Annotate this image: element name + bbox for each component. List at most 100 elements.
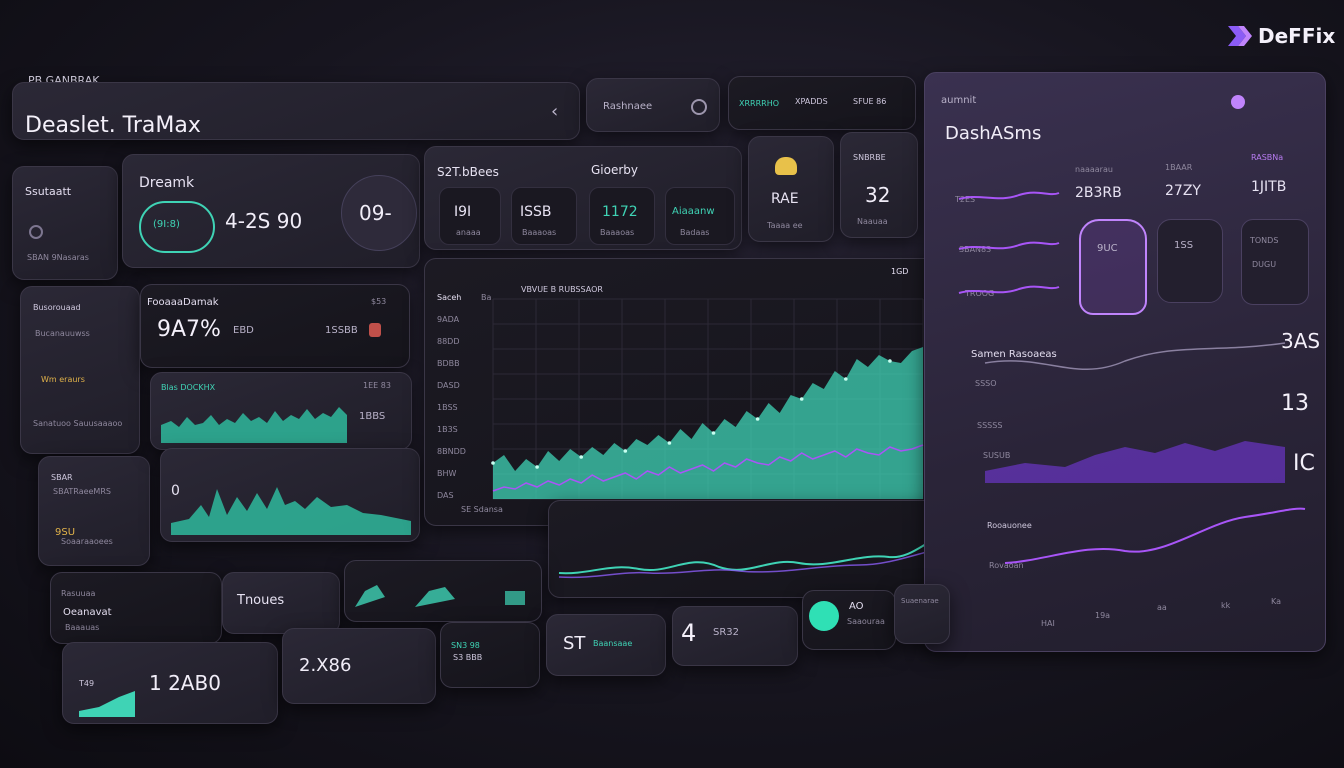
right-title: DashASms xyxy=(945,123,1042,144)
series-1-point xyxy=(667,441,672,445)
mini-tile-4[interactable]: Aiaaanw Badaas xyxy=(665,187,735,245)
right-col-1: 2B3RB xyxy=(1075,185,1122,201)
bottom-card-1-sub: Baaauas xyxy=(65,623,100,632)
search-icon[interactable] xyxy=(691,99,707,115)
tiles-group2-title: Gioerby xyxy=(591,163,639,177)
bottom-card-3[interactable]: 2.X86 xyxy=(282,628,436,704)
right-col-3: 1JITB xyxy=(1251,179,1287,195)
mini-tile-4-value: Aiaaanw xyxy=(672,206,715,217)
right-small-card[interactable]: TONDS DUGU xyxy=(1241,219,1309,305)
dreamik-gauge xyxy=(139,201,215,253)
side-list-2: SBAR SBATRaeeMRS 9SU Soaaraaoees xyxy=(38,456,150,566)
brand-logo: DeFFix xyxy=(1226,22,1336,52)
right-area-chart xyxy=(984,342,1286,483)
bottom-card-2-bars xyxy=(79,691,135,717)
header-bar: Deaslet. TraMax ‹ xyxy=(12,82,580,140)
side-item-6[interactable]: SBATRaeeMRS xyxy=(53,487,111,496)
y-label: BHW xyxy=(437,469,457,478)
bottom-card-5[interactable]: ST Baansaae xyxy=(546,614,666,676)
side-item-5[interactable]: SBAR xyxy=(51,473,73,482)
bottle-widget-1[interactable]: 9UC xyxy=(1079,219,1147,315)
bottle-value-2: 1SS xyxy=(1174,240,1194,251)
search-box[interactable]: Rashnaee xyxy=(586,78,720,132)
right-row-1: T2ES xyxy=(955,195,976,204)
forecast-badge: $53 xyxy=(371,297,387,306)
top-menu: XRRRRHO XPADDS SFUE 86 xyxy=(728,76,916,130)
y-label: 1BSS xyxy=(437,403,458,412)
bottom-card-1[interactable]: Rasuuaa Oeanavat Baaauas xyxy=(50,572,222,644)
brand-name: DeFFix xyxy=(1258,24,1336,48)
bottom-card-4-label: SN3 98 xyxy=(451,641,480,650)
bottom-card-8[interactable]: Suaenarae xyxy=(894,584,950,644)
right-chart-row-1: SSSO xyxy=(975,379,997,388)
spark-card-1[interactable]: Blas DOCKHX 1EE 83 1BBS xyxy=(150,372,412,450)
badge-tile[interactable]: SNBRBE 32 Naauaa xyxy=(840,132,918,238)
stats-card[interactable]: Ssutaatt SBAN 9Nasaras xyxy=(12,166,118,280)
menu-item-3[interactable]: SFUE 86 xyxy=(853,97,887,106)
mini-tile-1[interactable]: I9I anaaa xyxy=(439,187,501,245)
side-item-4[interactable]: Sanatuoo Sauusaaaoo xyxy=(33,419,123,428)
bottom-card-6-label: SR32 xyxy=(713,627,740,638)
y-label: 88DD xyxy=(437,337,460,346)
mini-tile-2[interactable]: ISSB Baaaoas xyxy=(511,187,577,245)
dreamik-title: Dreamk xyxy=(139,175,195,191)
series-1-point xyxy=(888,359,892,363)
side-item-7[interactable]: 9SU xyxy=(55,527,76,538)
icon-tile-sub: Taaaa ee xyxy=(767,221,803,230)
bottom-card-2[interactable]: T49 1 2AB0 xyxy=(62,642,278,724)
forecast-title: FooaaaDamak xyxy=(147,297,219,308)
avatar-icon[interactable] xyxy=(1231,95,1245,109)
right-x-label: Ka xyxy=(1271,597,1282,606)
bottom-card-7-value: AO xyxy=(849,601,864,612)
bottom-card-1-value: Oeanavat xyxy=(63,607,112,618)
bottom-card-7[interactable]: AO Saaouraa xyxy=(802,590,896,650)
trades-card[interactable]: Tnoues xyxy=(222,572,340,634)
spark1-title: Blas DOCKHX xyxy=(161,383,216,392)
dreamik-card[interactable]: Dreamk (9I:8) 4-2S 90 09- xyxy=(122,154,420,268)
bottom-card-4[interactable]: SN3 98 S3 BBB xyxy=(440,622,540,688)
right-big-value-3: IC xyxy=(1293,451,1315,476)
forecast-badge-dot xyxy=(369,323,381,337)
series-1-point xyxy=(755,417,760,421)
bottom-card-6[interactable]: 4 SR32 xyxy=(672,606,798,666)
bottle-widget-2[interactable]: 1SS xyxy=(1157,219,1223,303)
right-x-label: HAI xyxy=(1041,619,1055,628)
bottom-card-8-label: Suaenarae xyxy=(901,597,939,605)
series-1-point xyxy=(579,455,584,459)
menu-item-1[interactable]: XRRRRHO xyxy=(739,99,780,108)
badge-tile-value: 32 xyxy=(865,183,891,207)
dreamik-badge xyxy=(341,175,417,251)
side-item-8[interactable]: Soaaraaoees xyxy=(61,537,113,546)
right-mini-chart xyxy=(958,191,1060,294)
right-chart-title: Samen Rasoaeas xyxy=(971,349,1057,360)
mini-tile-2-sub: Baaaoas xyxy=(522,228,557,237)
mini-area-tiles xyxy=(344,560,542,622)
badge-tile-sub: Naauaa xyxy=(857,217,888,226)
right-bottom-chart xyxy=(1004,507,1306,564)
bottom-card-5-value: ST xyxy=(563,633,586,654)
right-big-value-1: 3AS xyxy=(1281,329,1321,353)
menu-item-2[interactable]: XPADDS xyxy=(795,97,828,106)
main-chart xyxy=(491,298,924,500)
side-item-3[interactable]: Wm eraurs xyxy=(41,375,85,384)
tiles-group1-title: S2T.bBees xyxy=(437,165,499,179)
dreamik-gauge-value: (9I:8) xyxy=(153,219,180,230)
tiles-group: S2T.bBees Gioerby I9I anaaa ISSB Baaaoas… xyxy=(424,146,742,250)
spark-card-2[interactable]: 0 xyxy=(160,448,420,542)
right-panel: aumnit DashASms T2ES SBAN83 TROOG naaaar… xyxy=(924,72,1326,652)
main-chart-legend-1: Ba xyxy=(481,293,492,302)
icon-tile[interactable]: RAE Taaaa ee xyxy=(748,136,834,242)
side-item-2[interactable]: Bucanauuwss xyxy=(35,329,90,338)
forecast-card[interactable]: FooaaaDamak 9A7% EBD 1SSBB $53 xyxy=(140,284,410,368)
right-bottom-row-1: Rooauonee xyxy=(987,521,1032,530)
side-item-1[interactable]: Busorouaad xyxy=(33,303,81,312)
spark2-chart xyxy=(171,487,411,535)
stats-sub: SBAN 9Nasaras xyxy=(27,253,89,262)
mini-tile-3-value: 1172 xyxy=(602,204,638,220)
back-icon[interactable]: ‹ xyxy=(551,101,559,122)
bottom-card-2-value: 1 2AB0 xyxy=(149,671,221,695)
stats-dot xyxy=(29,225,43,239)
bottom-card-1-title: Rasuuaa xyxy=(61,589,96,598)
right-chart-row-3: SUSUB xyxy=(983,451,1011,460)
mini-tile-3[interactable]: 1172 Baaaoas xyxy=(589,187,655,245)
